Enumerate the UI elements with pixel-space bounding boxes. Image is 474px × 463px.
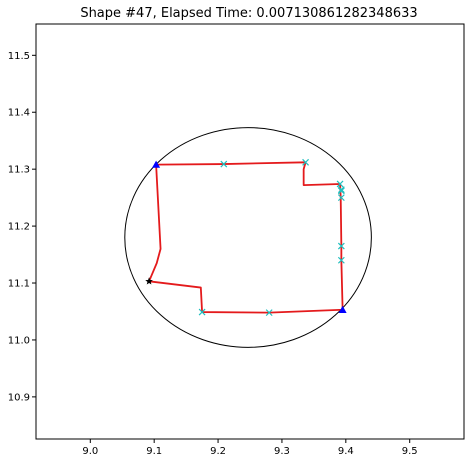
y-tick-label: 11.0 — [8, 335, 30, 346]
x-tick-label: 9.3 — [274, 446, 290, 457]
plot-area — [124, 127, 372, 348]
cross-marker — [337, 194, 345, 202]
y-tick-label: 11.3 — [8, 165, 30, 176]
x-axis: 9.0 9.1 9.2 9.3 9.4 9.5 — [82, 439, 418, 457]
cross-marker — [337, 256, 345, 264]
y-tick-label: 11.5 — [8, 51, 30, 62]
x-tick-label: 9.1 — [146, 446, 162, 457]
x-tick-label: 9.2 — [210, 446, 226, 457]
y-tick-label: 10.9 — [8, 392, 30, 403]
cross-marker — [337, 242, 345, 250]
cross-marker — [337, 187, 345, 195]
triangle-marker — [152, 160, 161, 168]
y-tick-label: 11.1 — [8, 279, 30, 290]
cross-marker — [337, 186, 345, 194]
triangle-marker — [338, 305, 347, 313]
y-tick-label: 11.2 — [8, 222, 30, 233]
axes-frame — [35, 23, 465, 440]
chart-title: Shape #47, Elapsed Time: 0.0071308612823… — [80, 6, 417, 21]
x-tick-label: 9.0 — [82, 446, 98, 457]
cross-marker — [265, 309, 273, 317]
star-marker — [145, 277, 153, 285]
bounding-circle — [124, 127, 372, 348]
x-tick-label: 9.4 — [338, 446, 354, 457]
shape-path-line — [148, 161, 344, 314]
cross-marker — [302, 158, 310, 166]
cross-marker — [220, 160, 228, 168]
cross-marker — [198, 308, 206, 316]
y-tick-label: 11.4 — [8, 108, 30, 119]
x-tick-label: 9.5 — [402, 446, 418, 457]
y-axis: 10.9 11.0 11.1 11.2 11.3 11.4 11.5 — [8, 51, 36, 403]
cross-marker — [336, 180, 344, 188]
